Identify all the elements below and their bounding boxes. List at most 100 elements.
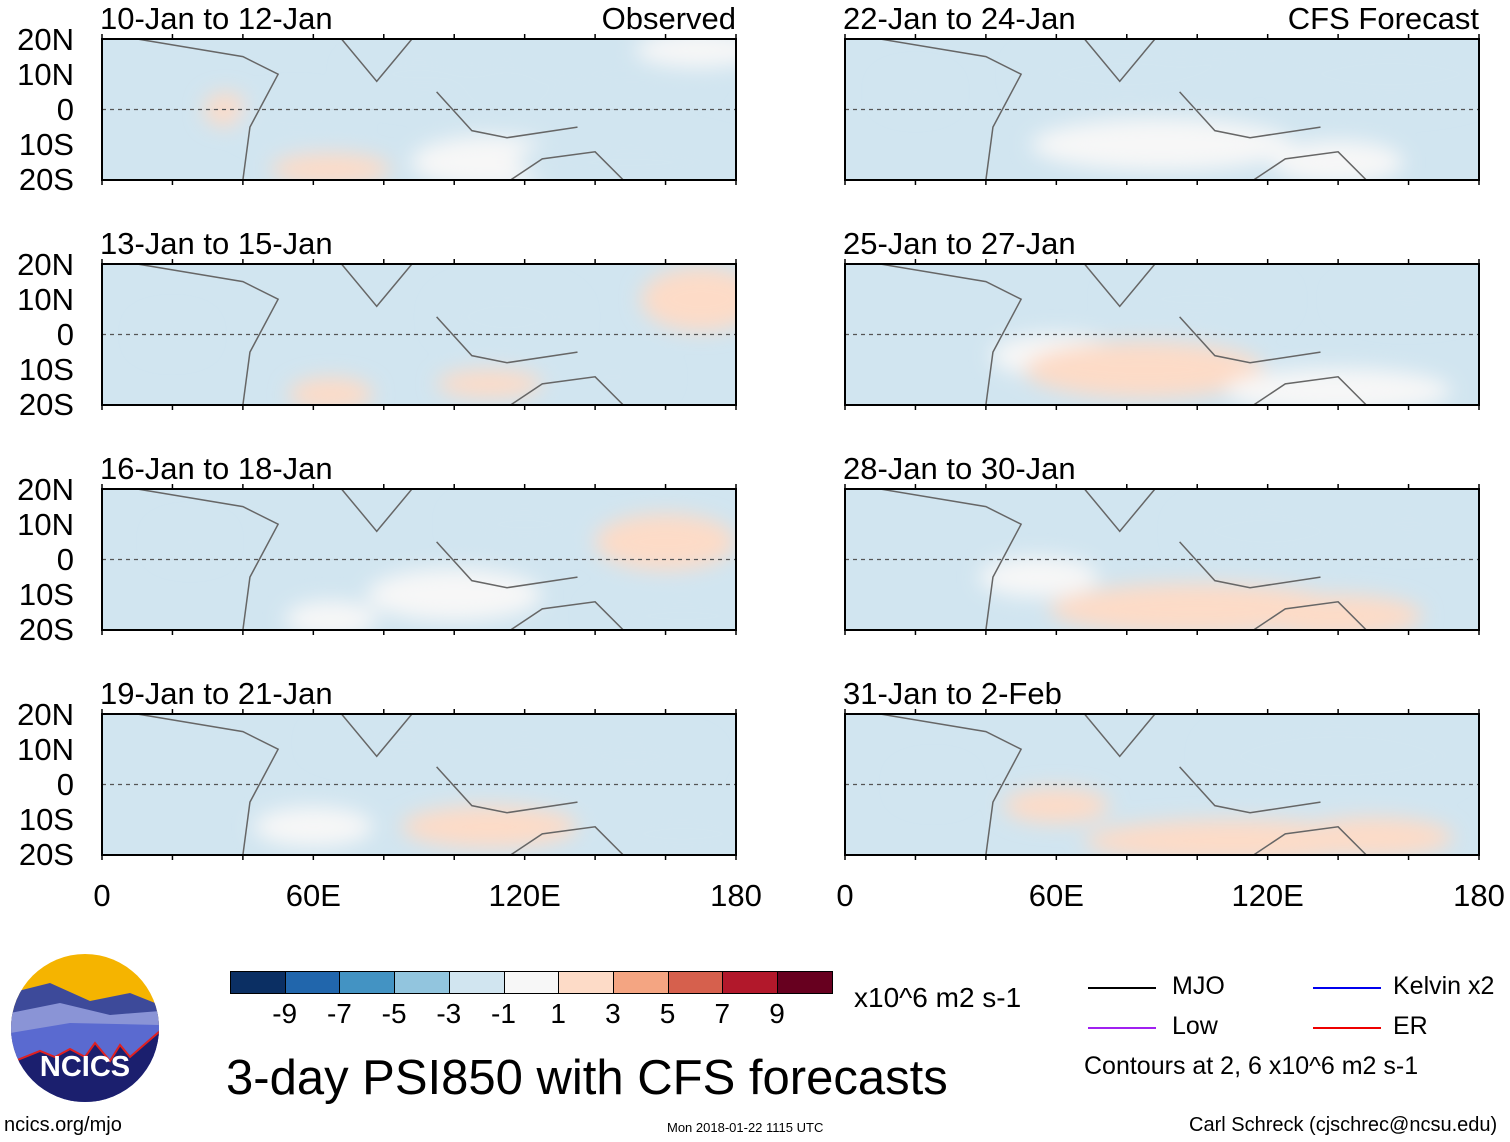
- coastline: [137, 264, 625, 405]
- coastline: [137, 714, 625, 855]
- coastline: [880, 714, 1368, 855]
- panel-title: 25-Jan to 27-Jan: [843, 226, 1076, 261]
- y-tick-label: 10N: [17, 507, 74, 542]
- anomaly-blob: [140, 317, 205, 352]
- y-tick-label: 0: [56, 92, 74, 127]
- logo-text: NCICS: [40, 1051, 130, 1083]
- legend-label-er: ER: [1393, 1012, 1428, 1040]
- colorbar-label: 3: [605, 998, 621, 1029]
- y-tick-label: 10N: [17, 282, 74, 317]
- panel-title: 13-Jan to 15-Jan: [100, 226, 333, 261]
- legend-label-low: Low: [1172, 1012, 1218, 1040]
- colorbar-swatch: [722, 971, 779, 994]
- y-tick-label: 0: [56, 317, 74, 352]
- panel-frame: [844, 488, 1480, 631]
- anomaly-blob: [640, 267, 736, 332]
- anomaly-blob: [436, 281, 578, 353]
- anomaly-blob: [253, 806, 374, 847]
- legend-label-kelvin: Kelvin x2: [1393, 972, 1495, 1000]
- colorbar-label: 9: [769, 998, 785, 1029]
- y-tick-label: 10S: [18, 802, 74, 837]
- colorbar-swatch: [230, 971, 286, 994]
- anomaly-blob: [1030, 118, 1294, 171]
- anomaly-blob: [1017, 39, 1236, 110]
- legend-line-mjo: [1088, 987, 1156, 989]
- colorbar-swatch: [612, 971, 669, 994]
- anomaly-blob: [1024, 341, 1265, 398]
- anomaly-blob: [1109, 271, 1286, 328]
- anomaly-blob: [313, 721, 490, 764]
- x-tick-label: 180: [1453, 878, 1505, 913]
- x-tick-label: 120E: [488, 878, 561, 913]
- x-tick-label: 60E: [1028, 878, 1084, 913]
- panel-frame: [844, 263, 1480, 406]
- coastline: [880, 489, 1368, 630]
- y-tick-label: 10S: [18, 127, 74, 162]
- panel-title: 10-Jan to 12-Jan: [100, 1, 333, 36]
- y-tick-label: 20N: [17, 22, 74, 57]
- anomaly-blob: [1084, 819, 1381, 855]
- map-panel: [844, 709, 1480, 860]
- anomaly-blob: [595, 513, 736, 571]
- footer-author: Carl Schreck (cjschrec@ncsu.edu): [1189, 1114, 1498, 1136]
- legend-label-mjo: MJO: [1172, 972, 1225, 1000]
- colorbar-swatch: [339, 971, 396, 994]
- anomaly-blob: [235, 96, 356, 145]
- anomaly-blob: [454, 496, 596, 553]
- y-tick-label: 20S: [18, 612, 74, 647]
- map-panel: [844, 484, 1480, 635]
- anomaly-blob: [1003, 788, 1110, 824]
- y-tick-label: 10S: [18, 352, 74, 387]
- x-tick-label: 120E: [1231, 878, 1304, 913]
- colorbar-label: -1: [491, 998, 516, 1029]
- colorbar-swatch: [777, 971, 833, 994]
- y-tick-label: 20N: [17, 472, 74, 507]
- panel-frame: [101, 263, 737, 406]
- panel-frame: [101, 713, 737, 856]
- anomaly-blob: [1253, 594, 1423, 630]
- y-tick-label: 20S: [18, 837, 74, 872]
- map-panel: [101, 709, 737, 860]
- anomaly-blob: [559, 355, 666, 398]
- colorbar-swatch: [558, 971, 615, 994]
- anomaly-blob: [158, 524, 222, 559]
- panel-frame: [101, 488, 737, 631]
- anomaly-blob: [883, 74, 948, 109]
- anomaly-blob: [517, 135, 736, 180]
- y-tick-label: 10N: [17, 732, 74, 767]
- colorbar-swatch: [667, 971, 724, 994]
- anomaly-blob: [271, 153, 391, 180]
- observed-label: Observed: [601, 1, 736, 36]
- y-tick-label: 10S: [18, 577, 74, 612]
- panel-title: 31-Jan to 2-Feb: [843, 676, 1062, 711]
- legend-line-er: [1313, 1027, 1381, 1029]
- anomaly-blob: [590, 588, 736, 630]
- colorbar-swatch: [448, 971, 505, 994]
- map-panel: [844, 34, 1480, 185]
- y-tick-label: 10N: [17, 57, 74, 92]
- map-panel: [844, 259, 1480, 410]
- panel-title: 16-Jan to 18-Jan: [100, 451, 333, 486]
- y-tick-label: 20S: [18, 162, 74, 197]
- colorbar-swatch: [394, 971, 451, 994]
- coastline: [137, 489, 625, 630]
- x-tick-label: 0: [836, 878, 854, 913]
- anomaly-blob: [978, 557, 1099, 598]
- footer-timestamp: Mon 2018-01-22 1115 UTC: [667, 1120, 824, 1135]
- panel-title: 28-Jan to 30-Jan: [843, 451, 1076, 486]
- anomaly-blob: [441, 48, 573, 136]
- panel-title: 22-Jan to 24-Jan: [843, 1, 1076, 36]
- anomaly-blob: [436, 369, 543, 398]
- coastline: [880, 264, 1368, 405]
- legend-line-kelvin: [1313, 987, 1381, 989]
- x-tick-label: 60E: [285, 878, 341, 913]
- forecast-label: CFS Forecast: [1287, 1, 1479, 36]
- colorbar-label: -3: [436, 998, 462, 1029]
- colorbar-label: 1: [550, 998, 566, 1029]
- colorbar-label: -9: [272, 998, 298, 1029]
- colorbar-label: 5: [659, 998, 676, 1029]
- y-tick-label: 20N: [17, 697, 74, 732]
- coastline: [137, 39, 625, 180]
- colorbar-units: x10^6 m2 s-1: [854, 982, 1022, 1013]
- footer-site[interactable]: ncics.org/mjo: [4, 1114, 122, 1136]
